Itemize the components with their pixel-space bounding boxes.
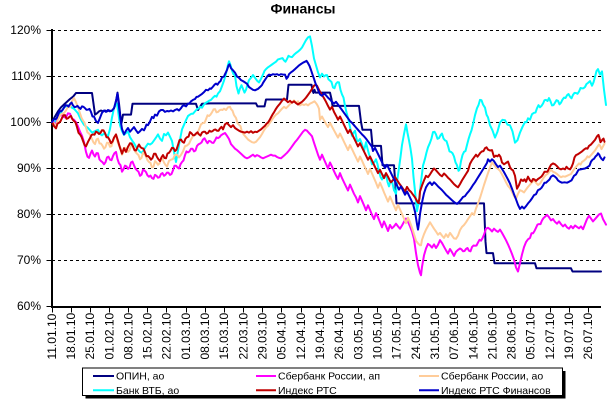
svg-text:14.06.10: 14.06.10 xyxy=(466,312,480,359)
svg-text:11.01.10: 11.01.10 xyxy=(45,313,59,359)
svg-text:110%: 110% xyxy=(11,69,41,83)
svg-text:17.05.10: 17.05.10 xyxy=(390,312,404,359)
svg-text:05.07.10: 05.07.10 xyxy=(524,312,538,359)
svg-text:80%: 80% xyxy=(17,207,41,221)
svg-text:ОПИН, ао: ОПИН, ао xyxy=(116,371,165,383)
svg-text:Финансы: Финансы xyxy=(271,1,336,17)
svg-text:03.05.10: 03.05.10 xyxy=(351,312,365,359)
svg-text:15.03.10: 15.03.10 xyxy=(217,312,231,359)
svg-text:22.02.10: 22.02.10 xyxy=(160,312,174,359)
svg-text:22.03.10: 22.03.10 xyxy=(236,312,250,359)
svg-text:25.01.10: 25.01.10 xyxy=(83,312,97,359)
svg-text:07.06.10: 07.06.10 xyxy=(447,312,461,359)
svg-text:60%: 60% xyxy=(17,299,41,313)
svg-text:24.05.10: 24.05.10 xyxy=(409,312,423,359)
svg-text:Индекс РТС Финансов: Индекс РТС Финансов xyxy=(441,385,551,397)
svg-text:Сбербанк России, ап: Сбербанк России, ап xyxy=(278,371,380,383)
svg-text:31.05.10: 31.05.10 xyxy=(428,312,442,359)
svg-text:28.06.10: 28.06.10 xyxy=(505,312,519,359)
svg-text:90%: 90% xyxy=(17,161,41,175)
svg-text:10.05.10: 10.05.10 xyxy=(371,312,385,359)
svg-text:26.07.10: 26.07.10 xyxy=(581,312,595,359)
svg-text:01.02.10: 01.02.10 xyxy=(102,312,116,359)
svg-text:19.04.10: 19.04.10 xyxy=(313,312,327,359)
svg-text:120%: 120% xyxy=(10,23,41,37)
svg-text:08.03.10: 08.03.10 xyxy=(198,312,212,359)
svg-text:01.03.10: 01.03.10 xyxy=(179,312,193,359)
svg-text:Банк ВТБ, ао: Банк ВТБ, ао xyxy=(116,385,179,397)
svg-text:26.04.10: 26.04.10 xyxy=(332,312,346,359)
svg-text:100%: 100% xyxy=(10,115,41,129)
svg-text:12.04.10: 12.04.10 xyxy=(294,312,308,359)
svg-text:Индекс РТС: Индекс РТС xyxy=(278,385,337,397)
svg-text:15.02.10: 15.02.10 xyxy=(141,312,155,359)
svg-text:21.06.10: 21.06.10 xyxy=(485,312,499,359)
svg-text:70%: 70% xyxy=(17,253,41,267)
svg-text:Сбербанк России, ао: Сбербанк России, ао xyxy=(441,371,543,383)
svg-text:18.01.10: 18.01.10 xyxy=(64,312,78,359)
svg-text:08.02.10: 08.02.10 xyxy=(121,312,135,359)
svg-text:29.03.10: 29.03.10 xyxy=(256,312,270,359)
svg-text:05.04.10: 05.04.10 xyxy=(275,312,289,359)
svg-text:19.07.10: 19.07.10 xyxy=(562,312,576,359)
svg-text:12.07.10: 12.07.10 xyxy=(543,312,557,359)
